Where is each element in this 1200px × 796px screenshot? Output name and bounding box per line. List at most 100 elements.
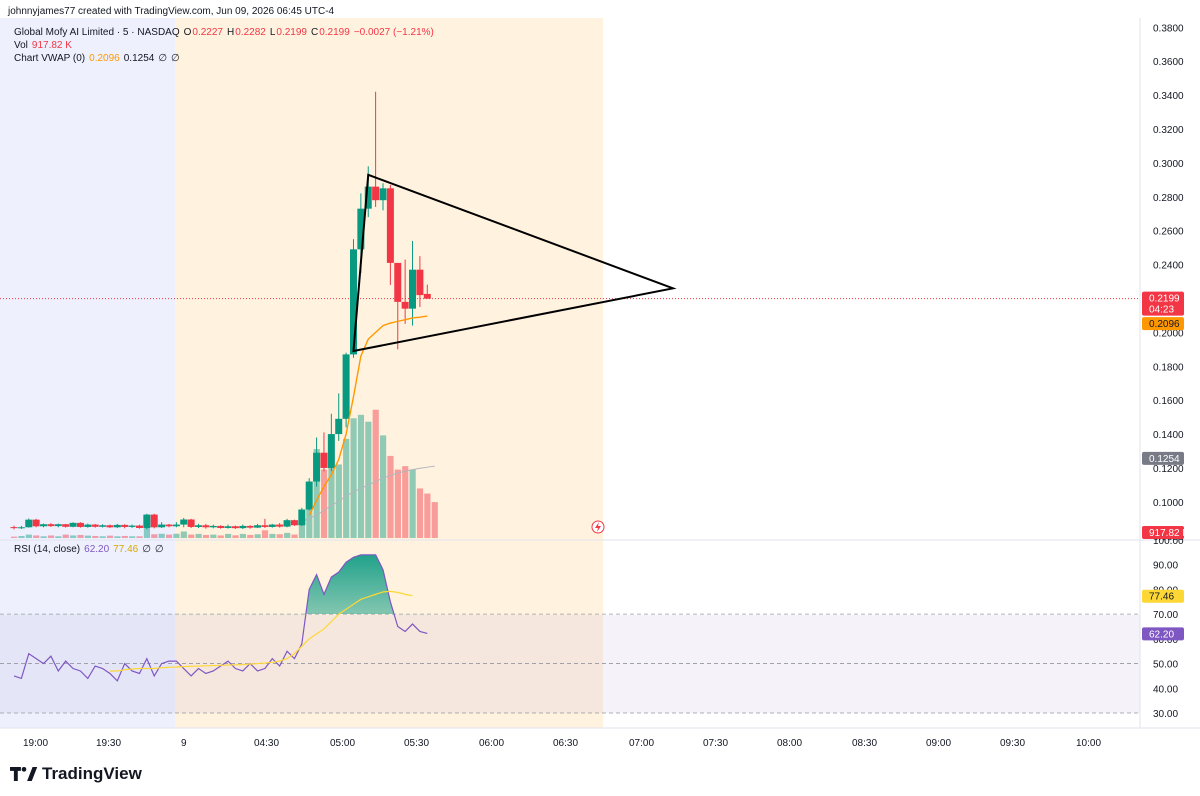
time-tick-label: 04:30: [254, 738, 279, 749]
rsi-label[interactable]: RSI (14, close): [14, 544, 81, 555]
volume-bar: [313, 449, 320, 538]
volume-bar: [394, 469, 401, 538]
candle-body: [195, 525, 202, 527]
time-tick-label: 05:30: [404, 738, 429, 749]
candle-body: [305, 481, 313, 510]
volume-label[interactable]: Vol: [14, 40, 28, 51]
candle-body: [416, 269, 424, 296]
triangle-drawing: [352, 173, 677, 353]
candle-body: [40, 524, 48, 527]
volume-bar: [217, 535, 224, 538]
vwap-ma-value: 0.1254: [123, 53, 155, 64]
volume-bar: [291, 534, 298, 538]
volume-bar: [77, 534, 84, 538]
candle-body: [69, 522, 77, 527]
volume-bar: [232, 535, 239, 538]
candle-body: [379, 188, 387, 201]
volume-bar: [387, 455, 394, 538]
rsi-ma-value: 77.46: [113, 544, 139, 555]
volume-bar: [55, 536, 62, 538]
time-tick-label: 09:00: [926, 738, 951, 749]
candle-body: [335, 418, 343, 435]
close-label: C: [310, 27, 319, 38]
volume-bar: [136, 536, 143, 538]
candle-body: [17, 527, 25, 529]
volume-bar: [106, 535, 114, 538]
volume-bar: [121, 535, 128, 538]
rsi-band-background: [0, 615, 1140, 713]
candle-body: [10, 527, 18, 529]
candle-body: [106, 525, 114, 528]
volume-bar: [380, 435, 387, 538]
tradingview-brand[interactable]: TradingView: [10, 764, 142, 784]
price-tick-label: 0.1400: [1153, 430, 1184, 441]
price-tick-label: 0.2000: [1153, 328, 1184, 339]
volume-bar: [18, 535, 25, 538]
candle-body: [342, 354, 350, 419]
candle-body: [91, 524, 99, 527]
volume-bar: [225, 533, 232, 538]
candle-body: [401, 301, 409, 309]
time-tick-label: 06:00: [479, 738, 504, 749]
price-tick-label: 0.3200: [1153, 125, 1184, 136]
candle-body: [143, 514, 151, 528]
volume-bar: [188, 534, 195, 538]
volume-bar: [92, 535, 99, 538]
candle-body: [246, 525, 254, 528]
created-by-text: johnnyjames77 created with TradingView.c…: [8, 6, 335, 17]
candle-body: [84, 524, 92, 527]
volume-bar: [306, 503, 313, 538]
volume-bar: [254, 534, 261, 538]
change-value: −0.0027 (−1.21%): [353, 27, 434, 38]
rsi-ma-badge-bg: [1142, 589, 1184, 603]
time-tick-label: 19:00: [23, 738, 48, 749]
open-label: O: [183, 27, 192, 38]
candle-body: [180, 519, 188, 525]
volume-bar: [114, 536, 121, 538]
candle-body: [54, 524, 62, 527]
vwap-badge-text: 0.2096: [1149, 319, 1180, 330]
time-tick-label: 09:30: [1000, 738, 1025, 749]
rsi-legend: RSI (14, close) 62.20 77.46 ∅ ∅: [14, 544, 168, 555]
volume-bar: [143, 521, 151, 538]
volume-bar: [202, 534, 210, 538]
volume-bar: [372, 409, 379, 538]
candle-body: [99, 525, 107, 527]
high-value: 0.2282: [235, 27, 266, 38]
rsi-badge-bg: [1142, 627, 1184, 641]
close-value: 0.2199: [319, 27, 350, 38]
rsi-extra-2: ∅: [154, 544, 164, 555]
symbol-title[interactable]: Global Mofy AI Limited · 5 · NASDAQ: [14, 27, 180, 38]
candle-body: [394, 262, 402, 302]
volume-bar: [431, 502, 438, 538]
volume-ma-line: [301, 465, 435, 523]
time-tick-label: 10:00: [1076, 738, 1101, 749]
candle-body: [239, 525, 247, 529]
volume-bar: [402, 466, 409, 538]
price-tick-label: 0.1600: [1153, 396, 1184, 407]
candle-body: [313, 452, 321, 482]
time-tick-label: 07:00: [629, 738, 654, 749]
price-tick-label: 0.1000: [1153, 498, 1184, 509]
high-label: H: [227, 27, 235, 38]
candle-body: [409, 269, 417, 309]
volume-bar: [261, 530, 269, 538]
volume-bar: [269, 533, 276, 538]
candle-body: [128, 525, 136, 527]
price-tick-label: 0.2400: [1153, 261, 1184, 272]
rsi-ma-line: [109, 590, 413, 672]
vwap-label[interactable]: Chart VWAP (0): [14, 53, 86, 64]
tradingview-logo-icon: [10, 767, 38, 781]
rsi-tick-label: 40.00: [1153, 684, 1178, 695]
time-tick-label: 19:30: [96, 738, 121, 749]
candle-body: [298, 509, 306, 526]
volume-bar: [165, 534, 173, 538]
volume-legend: Vol 917.82 K: [14, 40, 76, 51]
candle-body: [327, 434, 335, 468]
rsi-extra-1: ∅: [142, 544, 151, 555]
volume-bar: [247, 534, 254, 538]
candle-body: [386, 188, 394, 263]
volume-badge-bg: [1142, 526, 1184, 539]
candle-body: [254, 525, 262, 528]
